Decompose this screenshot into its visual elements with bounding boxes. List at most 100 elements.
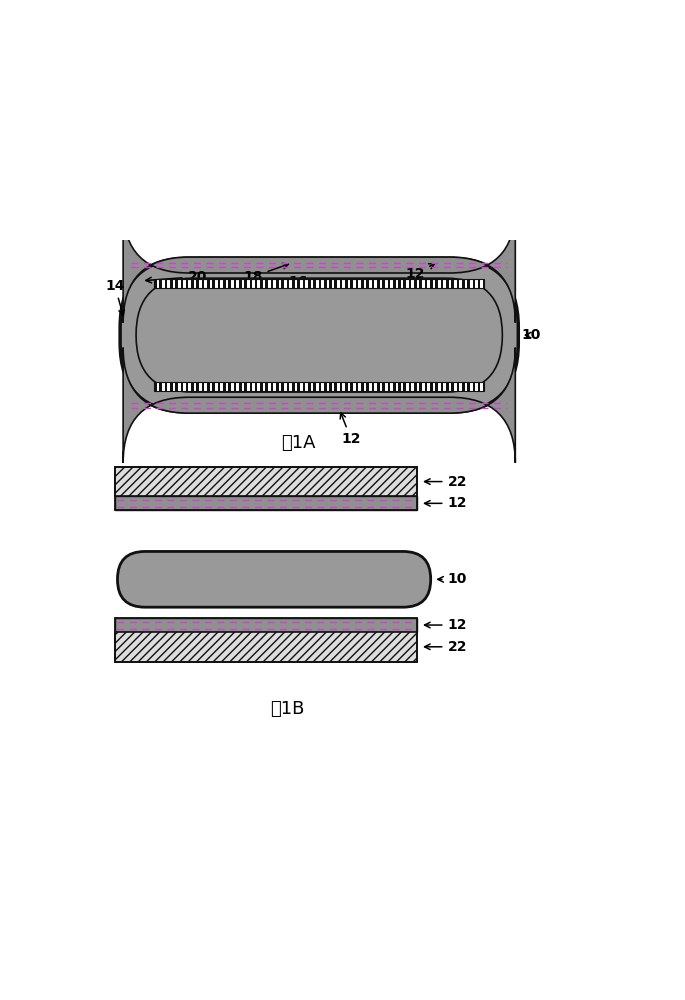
Bar	[247, 382, 249, 391]
Bar	[351, 279, 353, 288]
Bar	[353, 382, 356, 391]
Bar	[464, 382, 467, 391]
Bar	[228, 382, 231, 391]
Bar	[303, 279, 306, 288]
Bar	[358, 382, 361, 391]
Bar	[162, 382, 164, 391]
Bar	[252, 382, 255, 391]
Bar	[258, 382, 260, 391]
Bar	[306, 382, 308, 391]
Text: 18: 18	[243, 263, 288, 284]
FancyBboxPatch shape	[123, 348, 515, 463]
Bar	[175, 279, 178, 288]
Bar	[279, 382, 282, 391]
FancyBboxPatch shape	[123, 207, 515, 323]
Bar	[292, 382, 295, 391]
Bar	[210, 382, 212, 391]
Bar	[313, 279, 316, 288]
Bar	[351, 382, 353, 391]
Bar	[295, 279, 297, 288]
Bar	[276, 382, 279, 391]
Bar	[459, 382, 462, 391]
Bar	[157, 382, 160, 391]
Bar	[457, 279, 459, 288]
Bar	[425, 382, 427, 391]
Bar	[470, 382, 473, 391]
Bar	[478, 279, 480, 288]
Bar	[403, 279, 406, 288]
Text: 10: 10	[522, 328, 541, 342]
Bar	[340, 382, 342, 391]
Bar	[157, 279, 160, 288]
Bar	[115, 618, 417, 662]
FancyBboxPatch shape	[120, 258, 519, 412]
Bar	[188, 279, 191, 288]
Bar	[207, 279, 210, 288]
Bar	[334, 382, 337, 391]
Bar	[255, 382, 258, 391]
Bar	[388, 279, 390, 288]
Bar	[467, 279, 470, 288]
Bar	[167, 382, 170, 391]
Bar	[242, 279, 245, 288]
Bar	[258, 279, 260, 288]
Bar	[414, 279, 416, 288]
Bar	[218, 382, 221, 391]
Bar	[115, 496, 417, 510]
Bar	[379, 382, 382, 391]
Bar	[382, 382, 385, 391]
Bar	[327, 382, 329, 391]
Bar	[425, 279, 427, 288]
Bar	[170, 382, 173, 391]
Bar	[480, 382, 483, 391]
Bar	[306, 279, 308, 288]
Bar	[300, 279, 303, 288]
Bar	[255, 279, 258, 288]
Bar	[374, 279, 377, 288]
Bar	[414, 382, 416, 391]
Bar	[295, 382, 297, 391]
Bar	[324, 279, 327, 288]
Bar	[457, 382, 459, 391]
Bar	[215, 279, 218, 288]
Bar	[210, 279, 212, 288]
Bar	[398, 382, 401, 391]
Bar	[433, 382, 436, 391]
Bar	[160, 279, 162, 288]
Bar	[175, 382, 178, 391]
Bar	[287, 279, 289, 288]
Bar	[260, 382, 263, 391]
Bar	[316, 382, 319, 391]
Bar	[199, 382, 202, 391]
Bar	[369, 279, 372, 288]
Bar	[249, 279, 252, 288]
Bar	[199, 279, 202, 288]
Bar	[467, 382, 470, 391]
Bar	[406, 279, 409, 288]
Bar	[260, 279, 263, 288]
Bar	[204, 279, 207, 288]
Bar	[372, 382, 374, 391]
Bar	[263, 279, 266, 288]
Bar	[289, 279, 292, 288]
Bar	[480, 279, 483, 288]
Bar	[239, 382, 242, 391]
Bar	[228, 279, 231, 288]
Bar	[393, 382, 395, 391]
Bar	[287, 382, 289, 391]
Text: 12: 12	[425, 496, 467, 510]
Bar	[303, 382, 306, 391]
Bar	[183, 382, 186, 391]
Bar	[186, 279, 188, 288]
Bar	[202, 279, 204, 288]
Bar	[345, 279, 348, 288]
Bar	[412, 279, 414, 288]
Bar	[348, 382, 351, 391]
Bar	[419, 279, 422, 288]
Bar	[115, 467, 417, 496]
Bar	[181, 382, 183, 391]
Bar	[310, 382, 313, 391]
Bar	[225, 382, 228, 391]
Bar	[242, 382, 245, 391]
Bar	[438, 382, 440, 391]
